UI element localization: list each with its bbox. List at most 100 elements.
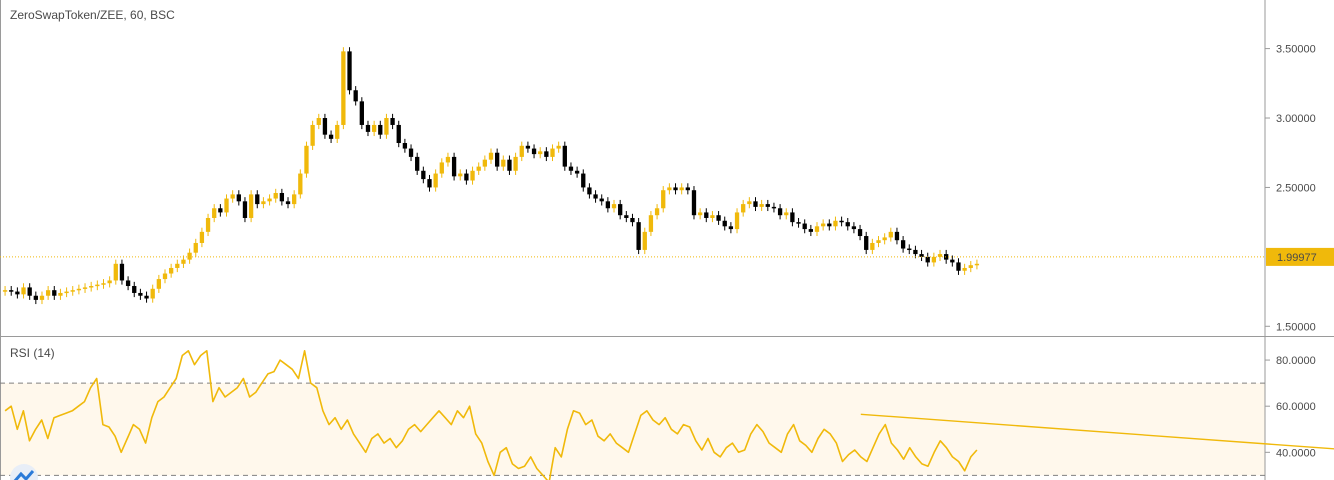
candle: [833, 216, 838, 231]
candle-body: [365, 124, 371, 132]
candle-body: [685, 187, 690, 191]
candle-body: [9, 290, 14, 292]
candle-body: [193, 242, 198, 253]
candle-body: [636, 222, 641, 250]
candle: [679, 183, 684, 195]
candle-body: [353, 90, 358, 102]
candle: [864, 231, 869, 255]
candle: [15, 287, 20, 299]
rsi-tick-label: 40.0000: [1276, 447, 1316, 459]
candle-body: [248, 194, 254, 218]
candle: [445, 152, 451, 167]
candle: [956, 258, 961, 275]
candle: [827, 219, 832, 231]
candle-body: [679, 187, 684, 191]
candle: [777, 204, 783, 220]
candle: [341, 47, 346, 130]
candle-body: [21, 287, 26, 295]
candle: [21, 283, 26, 299]
candle: [230, 190, 235, 203]
rsi-title[interactable]: RSI (14): [10, 346, 55, 360]
candle: [931, 252, 937, 267]
candle: [390, 113, 395, 130]
candle: [218, 204, 223, 217]
candle-body: [673, 187, 678, 191]
candle-body: [82, 287, 88, 289]
candle: [113, 259, 118, 285]
candle-body: [574, 170, 580, 174]
candle-body: [784, 212, 789, 216]
candle-body: [205, 217, 211, 232]
candle-body: [236, 194, 241, 202]
candle-body: [581, 173, 586, 188]
candle: [396, 120, 401, 148]
candle: [482, 155, 488, 171]
candle: [39, 291, 45, 305]
candle: [187, 248, 192, 264]
candle: [950, 255, 955, 267]
candle: [365, 120, 371, 137]
candle: [132, 281, 137, 298]
price-tick-label: 2.50000: [1276, 182, 1316, 194]
candle-body: [378, 124, 383, 135]
candle: [765, 199, 770, 212]
candle-body: [697, 212, 703, 216]
candle: [544, 147, 549, 162]
candle-body: [458, 173, 463, 177]
candle: [704, 208, 709, 223]
candle-body: [870, 242, 875, 250]
candle-body: [279, 192, 285, 202]
candle-body: [808, 229, 814, 232]
candle-body: [968, 265, 973, 268]
rsi-trendline[interactable]: [860, 413, 1334, 450]
candle: [175, 259, 180, 273]
candle: [802, 219, 807, 234]
candle: [322, 113, 328, 139]
candle: [673, 183, 678, 195]
candle-body: [802, 223, 807, 230]
candle: [212, 204, 217, 223]
candle: [501, 155, 506, 171]
candle-body: [562, 145, 567, 167]
candle-body: [501, 159, 506, 167]
candle: [876, 236, 881, 248]
price-axis-ticks[interactable]: 3.50000 3.00000 2.50000 1.50000: [1265, 44, 1316, 334]
candle-body: [611, 204, 617, 209]
candle-body: [919, 254, 924, 257]
chart-title[interactable]: ZeroSwapToken/ZEE, 60, BSC: [10, 8, 175, 22]
candle-body: [70, 290, 75, 292]
candle: [82, 283, 88, 293]
candle-body: [322, 118, 328, 135]
rsi-axis-ticks[interactable]: 80.0000 60.0000 40.0000: [1265, 355, 1316, 459]
candle: [962, 263, 967, 275]
candle-body: [415, 156, 420, 171]
candle: [371, 120, 377, 137]
candle-body: [494, 152, 500, 167]
candle-body: [144, 295, 149, 299]
candle-body: [648, 215, 654, 232]
candle-body: [691, 190, 697, 216]
candle: [642, 227, 647, 255]
candle: [618, 199, 623, 220]
candle: [722, 216, 727, 231]
candle: [556, 141, 561, 153]
candle-body: [33, 295, 38, 300]
candle-body: [95, 284, 100, 287]
candle-body: [900, 240, 906, 249]
tradingview-logo-icon[interactable]: [10, 464, 38, 480]
candle-body: [587, 187, 592, 195]
candle: [304, 141, 309, 178]
candle-body: [113, 263, 118, 281]
candle: [593, 190, 598, 203]
candle-body: [722, 220, 727, 227]
candle-body: [894, 231, 900, 241]
candle: [857, 224, 863, 241]
candle-body: [168, 267, 174, 274]
candle-body: [273, 192, 278, 199]
candle-body: [341, 51, 346, 125]
candle: [968, 261, 973, 273]
candle-body: [771, 206, 777, 209]
candle-body: [292, 194, 297, 205]
candle-body: [728, 226, 734, 230]
